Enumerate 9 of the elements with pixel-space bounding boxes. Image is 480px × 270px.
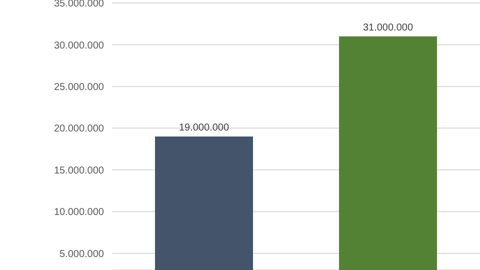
- y-tick-label: 35.000.000: [54, 0, 104, 10]
- y-tick-label: 20.000.000: [54, 124, 104, 135]
- y-tick-label: 10.000.000: [54, 207, 104, 218]
- y-tick-label: 25.000.000: [54, 82, 104, 93]
- y-tick-label: 5.000.000: [60, 248, 104, 260]
- y-tick-label: 30.000.000: [54, 40, 104, 52]
- data-label: 19.000.000: [178, 122, 230, 134]
- y-tick-label: 15.000.000: [54, 165, 104, 176]
- data-label: 31.000.000: [362, 22, 414, 34]
